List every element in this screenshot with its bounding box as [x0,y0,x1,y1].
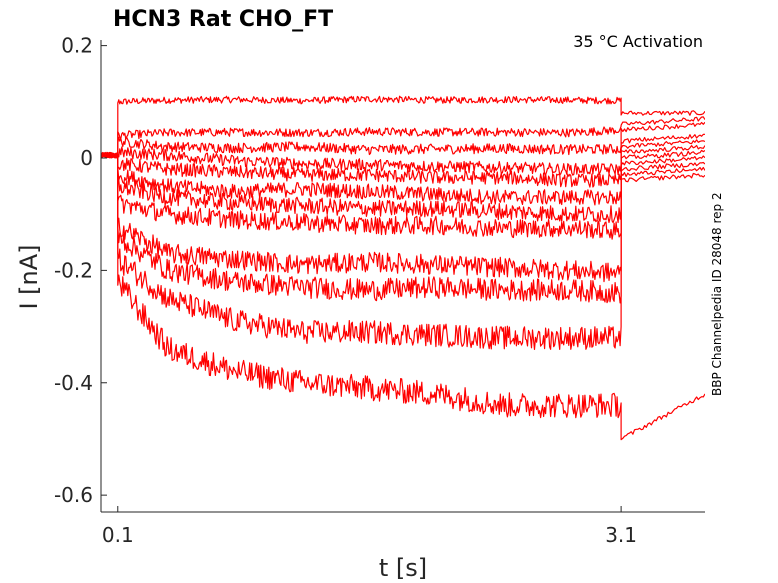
y-axis-label: I [nA] [15,244,43,309]
y-tick-label: -0.6 [54,483,93,507]
y-tick-label: -0.4 [54,371,93,395]
source-id-label: BBP Channelpedia ID 28048 rep 2 [710,192,724,396]
y-axis-ticks: 0.2 0 -0.2 -0.4 -0.6 [54,34,107,507]
current-trace-10 [101,152,705,304]
y-tick-label: 0.2 [61,34,93,58]
current-trace-1 [101,95,705,158]
current-trace-2 [101,116,705,158]
current-trace-3 [101,121,705,159]
y-tick-label: -0.2 [54,258,93,282]
current-trace-5 [101,139,705,188]
current-trace-11 [101,153,705,350]
x-tick-label: 0.1 [102,523,134,547]
current-trace-7 [101,149,705,224]
current-trace-6 [101,144,705,206]
current-traces [101,95,705,441]
temperature-protocol-annotation: 35 °C Activation [573,32,703,51]
x-axis-label: t [s] [379,554,427,582]
chart-title: HCN3 Rat CHO_FT [113,7,333,32]
x-tick-label: 3.1 [605,523,637,547]
y-tick-label: 0 [80,146,93,170]
x-axis-ticks: 0.1 3.1 [102,506,637,547]
current-trace-9 [101,152,705,283]
current-trace-8 [101,152,705,240]
current-trace-12 [101,151,705,441]
current-trace-4 [101,133,705,176]
